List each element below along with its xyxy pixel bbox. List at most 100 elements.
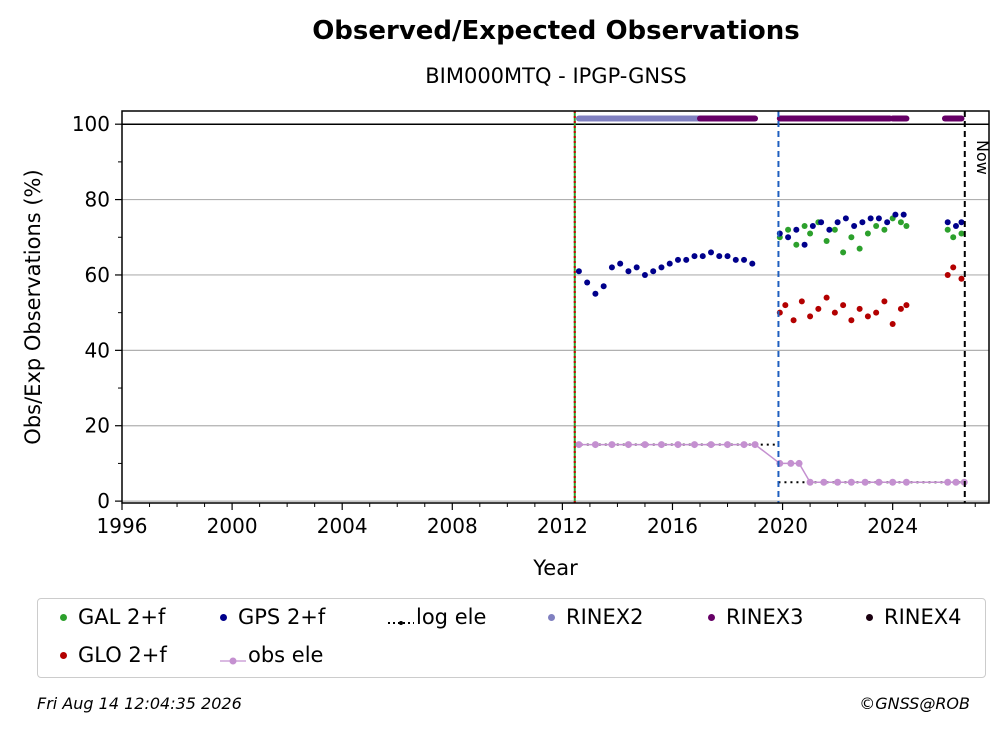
- plot-frame: [121, 110, 990, 504]
- point-gal-2-f: [823, 238, 830, 245]
- point-gps-2-f: [851, 222, 858, 229]
- x-tick-label: 2004: [317, 514, 368, 538]
- point-gal-2-f: [958, 230, 965, 237]
- y-tick-label: 60: [85, 263, 110, 287]
- obs-ele-point: [740, 441, 748, 449]
- legend-rinex3: RINEX3: [696, 605, 804, 629]
- point-glo-2-f: [864, 313, 871, 320]
- obs-ele-line: [578, 443, 965, 484]
- obs-ele-point: [674, 441, 682, 449]
- chart-title: Observed/Expected Observations: [312, 16, 800, 46]
- point-gps-2-f: [608, 264, 615, 271]
- point-gal-2-f: [785, 226, 792, 233]
- obs-ele-point: [834, 478, 842, 486]
- x-tick-label: 2008: [427, 514, 478, 538]
- footer-date: Fri Aug 14 12:04:35 2026: [37, 694, 242, 713]
- point-gal-2-f: [881, 226, 888, 233]
- legend-obs-ele: obs ele: [218, 643, 323, 667]
- y-tick-label: 20: [85, 414, 110, 438]
- point-glo-2-f: [807, 313, 814, 320]
- point-gps-2-f: [658, 264, 665, 271]
- x-tick-label: 2020: [757, 514, 808, 538]
- point-gal-2-f: [873, 222, 880, 229]
- obs-ele-point: [624, 441, 632, 449]
- point-gal-2-f: [897, 219, 904, 226]
- point-gal-2-f: [903, 222, 910, 229]
- point-gps-2-f: [818, 219, 825, 226]
- point-gps-2-f: [859, 219, 866, 226]
- obs-ele-point: [591, 441, 599, 449]
- x-tick-label: 2016: [647, 514, 698, 538]
- y-tick-label: 40: [85, 338, 110, 362]
- point-glo-2-f: [823, 294, 830, 301]
- obs-ele-point: [751, 441, 759, 449]
- point-gal-2-f: [944, 226, 951, 233]
- x-tick-label: 2024: [867, 514, 918, 538]
- point-gps-2-f: [650, 268, 657, 275]
- point-gps-2-f: [801, 241, 808, 248]
- point-gps-2-f: [834, 219, 841, 226]
- legend-rinex4: RINEX4: [854, 605, 962, 629]
- point-gps-2-f: [875, 215, 882, 222]
- point-glo-2-f: [815, 305, 822, 312]
- point-glo-2-f: [889, 320, 896, 327]
- obs-ele-point: [787, 459, 795, 467]
- point-gps-2-f: [793, 226, 800, 233]
- legend-gal: GAL 2+f: [48, 605, 165, 629]
- obs-ele-point: [902, 478, 910, 486]
- x-tick-label: 2012: [537, 514, 588, 538]
- legend: GAL 2+f GLO 2+f GPS 2+f log ele obs ele …: [37, 598, 986, 678]
- point-gal-2-f: [793, 241, 800, 248]
- point-glo-2-f: [873, 309, 880, 316]
- point-gal-2-f: [864, 230, 871, 237]
- point-gps-2-f: [867, 215, 874, 222]
- obs-ele-point: [608, 441, 616, 449]
- point-gps-2-f: [809, 222, 816, 229]
- chart-subtitle: BIM000MTQ - IPGP-GNSS: [425, 64, 687, 88]
- obs-ele-point: [641, 441, 649, 449]
- point-gps-2-f: [724, 253, 731, 260]
- y-tick-label: 100: [72, 112, 110, 136]
- point-gal-2-f: [807, 230, 814, 237]
- point-glo-2-f: [798, 298, 805, 305]
- point-gps-2-f: [842, 215, 849, 222]
- obs-ele-point: [657, 441, 665, 449]
- point-glo-2-f: [782, 302, 789, 309]
- obs-ele-point: [861, 478, 869, 486]
- point-glo-2-f: [903, 302, 910, 309]
- obs-ele-point: [724, 441, 732, 449]
- point-glo-2-f: [790, 317, 797, 324]
- point-glo-2-f: [950, 264, 957, 271]
- x-tick-label: 2000: [207, 514, 258, 538]
- point-gps-2-f: [944, 219, 951, 226]
- point-gps-2-f: [884, 219, 891, 226]
- footer-copyright: ©GNSS@ROB: [859, 694, 970, 713]
- point-gps-2-f: [900, 211, 907, 218]
- point-gps-2-f: [666, 260, 673, 267]
- point-gps-2-f: [691, 253, 698, 260]
- point-glo-2-f: [848, 317, 855, 324]
- point-gps-2-f: [826, 226, 833, 233]
- obs-ele-point: [847, 478, 855, 486]
- point-gps-2-f: [674, 256, 681, 263]
- point-glo-2-f: [831, 309, 838, 316]
- point-gps-2-f: [625, 268, 632, 275]
- point-gps-2-f: [575, 268, 582, 275]
- point-gps-2-f: [892, 211, 899, 218]
- point-gps-2-f: [732, 256, 739, 263]
- point-glo-2-f: [897, 305, 904, 312]
- y-tick-label: 0: [97, 489, 110, 513]
- point-gps-2-f: [584, 279, 591, 286]
- point-gps-2-f: [641, 271, 648, 278]
- now-label: Now: [973, 140, 992, 175]
- point-gps-2-f: [952, 222, 959, 229]
- point-gal-2-f: [848, 234, 855, 241]
- obs-ele-point: [575, 441, 583, 449]
- legend-rinex2: RINEX2: [536, 605, 644, 629]
- point-gps-2-f: [785, 234, 792, 241]
- obs-ele-point: [952, 478, 960, 486]
- point-gal-2-f: [801, 222, 808, 229]
- point-gps-2-f: [592, 290, 599, 297]
- obs-ele-point: [889, 478, 897, 486]
